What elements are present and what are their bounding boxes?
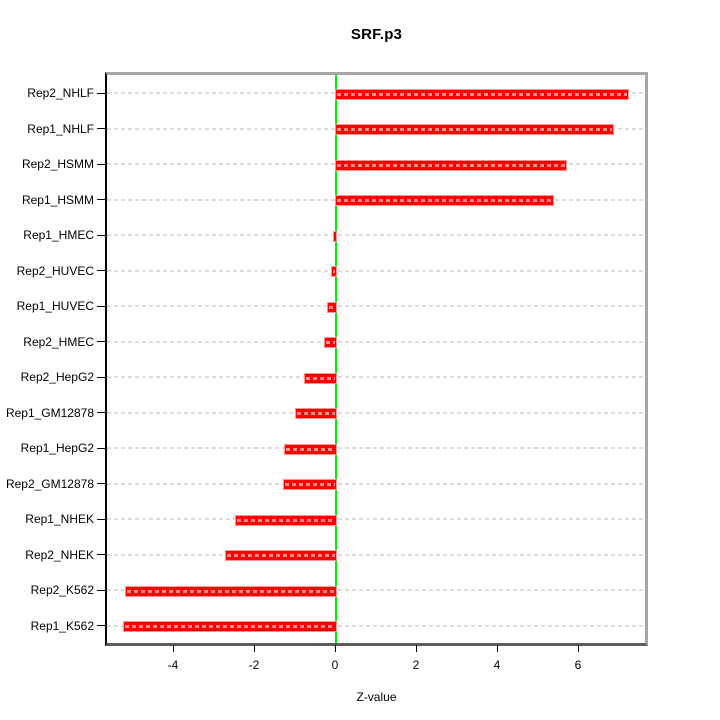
x-axis-title: Z-value [356,690,397,704]
y-tick [97,199,105,201]
y-tick [97,92,105,94]
y-tick-label: Rep1_K562 [30,618,94,633]
y-tick [97,341,105,343]
bar-dash-pattern [337,128,613,132]
y-tick-label: Rep1_HUVEC [16,299,94,314]
gridline [107,269,645,272]
zero-reference-line [335,75,337,643]
y-tick-label: Rep1_NHEK [25,512,94,527]
gridline [107,376,645,379]
y-tick [97,447,105,449]
bar-dash-pattern [286,447,335,451]
x-tick-label: -2 [248,658,260,672]
y-tick-label: Rep2_HSMM [21,157,94,172]
y-tick [97,625,105,627]
bar-dash-pattern [296,412,335,416]
x-tick [416,645,417,652]
bar-Rep1_NHLF [335,124,615,136]
gridline [107,624,645,627]
x-tick [578,645,579,652]
bar-Rep2_NHLF [335,88,629,100]
bar-Rep1_HSMM [335,195,555,207]
gridline [107,340,645,343]
y-tick [97,270,105,272]
y-tick-label: Rep1_NHLF [27,121,94,136]
bar-dash-pattern [326,341,335,345]
bar-dash-pattern [236,518,335,522]
bar-dash-pattern [337,92,627,96]
bar-Rep2_GM12878 [283,479,337,491]
gridline [107,447,645,450]
y-tick-label: Rep1_HMEC [23,228,94,243]
gridline [107,589,645,592]
y-tick-label: Rep1_HSMM [21,192,94,207]
x-tick-label: 2 [412,658,420,672]
y-tick-label: Rep2_K562 [30,583,94,598]
bar-Rep2_HUVEC [330,266,337,278]
y-tick [97,163,105,165]
y-tick-label: Rep1_GM12878 [5,405,94,420]
gridline [107,234,645,237]
y-tick [97,128,105,130]
bar-dash-pattern [337,199,553,203]
bar-Rep2_HMEC [324,337,337,349]
bar-Rep2_HepG2 [304,372,337,384]
gridline [107,518,645,521]
bar-Rep2_K562 [124,585,337,597]
y-tick [97,376,105,378]
bar-Rep1_HUVEC [326,301,337,313]
gridline [107,411,645,414]
gridline [107,482,645,485]
bar-dash-pattern [332,270,335,274]
y-tick-label: Rep2_HMEC [23,334,94,349]
y-tick-label: Rep1_HepG2 [20,441,94,456]
x-tick-label: 0 [331,658,339,672]
bar-dash-pattern [328,305,335,309]
y-tick [97,412,105,414]
y-tick-label: Rep2_NHEK [25,547,94,562]
bar-dash-pattern [337,163,566,167]
bar-Rep2_NHEK [224,550,337,562]
x-tick-label: 6 [574,658,582,672]
x-tick [254,645,255,652]
x-tick [497,645,498,652]
gridline [107,553,645,556]
bar-Rep1_NHEK [234,514,337,526]
y-tick [97,518,105,520]
y-tick-label: Rep2_NHLF [27,86,94,100]
bar-dash-pattern [226,554,335,558]
bar-dash-pattern [306,376,335,380]
chart-title: SRF.p3 [350,26,403,43]
x-tick-label: 4 [493,658,501,672]
y-tick [97,305,105,307]
x-tick [173,645,174,652]
bar-dash-pattern [125,625,335,629]
gridline [107,305,645,308]
bar-Rep1_K562 [123,621,337,633]
y-tick-label: Rep2_HUVEC [16,263,94,278]
bar-dash-pattern [285,483,335,487]
x-tick-label: -4 [167,658,179,672]
bar-Rep2_HSMM [335,159,568,171]
y-tick [97,589,105,591]
bar-dash-pattern [126,589,335,593]
y-tick [97,554,105,556]
y-tick [97,234,105,236]
x-tick [335,645,336,652]
bar-Rep1_GM12878 [294,408,337,420]
y-tick-label: Rep2_GM12878 [5,476,94,491]
plot-area [105,72,648,646]
bar-Rep1_HMEC [332,230,337,242]
bar-Rep1_HepG2 [284,443,337,455]
y-tick [97,483,105,485]
y-tick-label: Rep2_HepG2 [20,370,94,385]
